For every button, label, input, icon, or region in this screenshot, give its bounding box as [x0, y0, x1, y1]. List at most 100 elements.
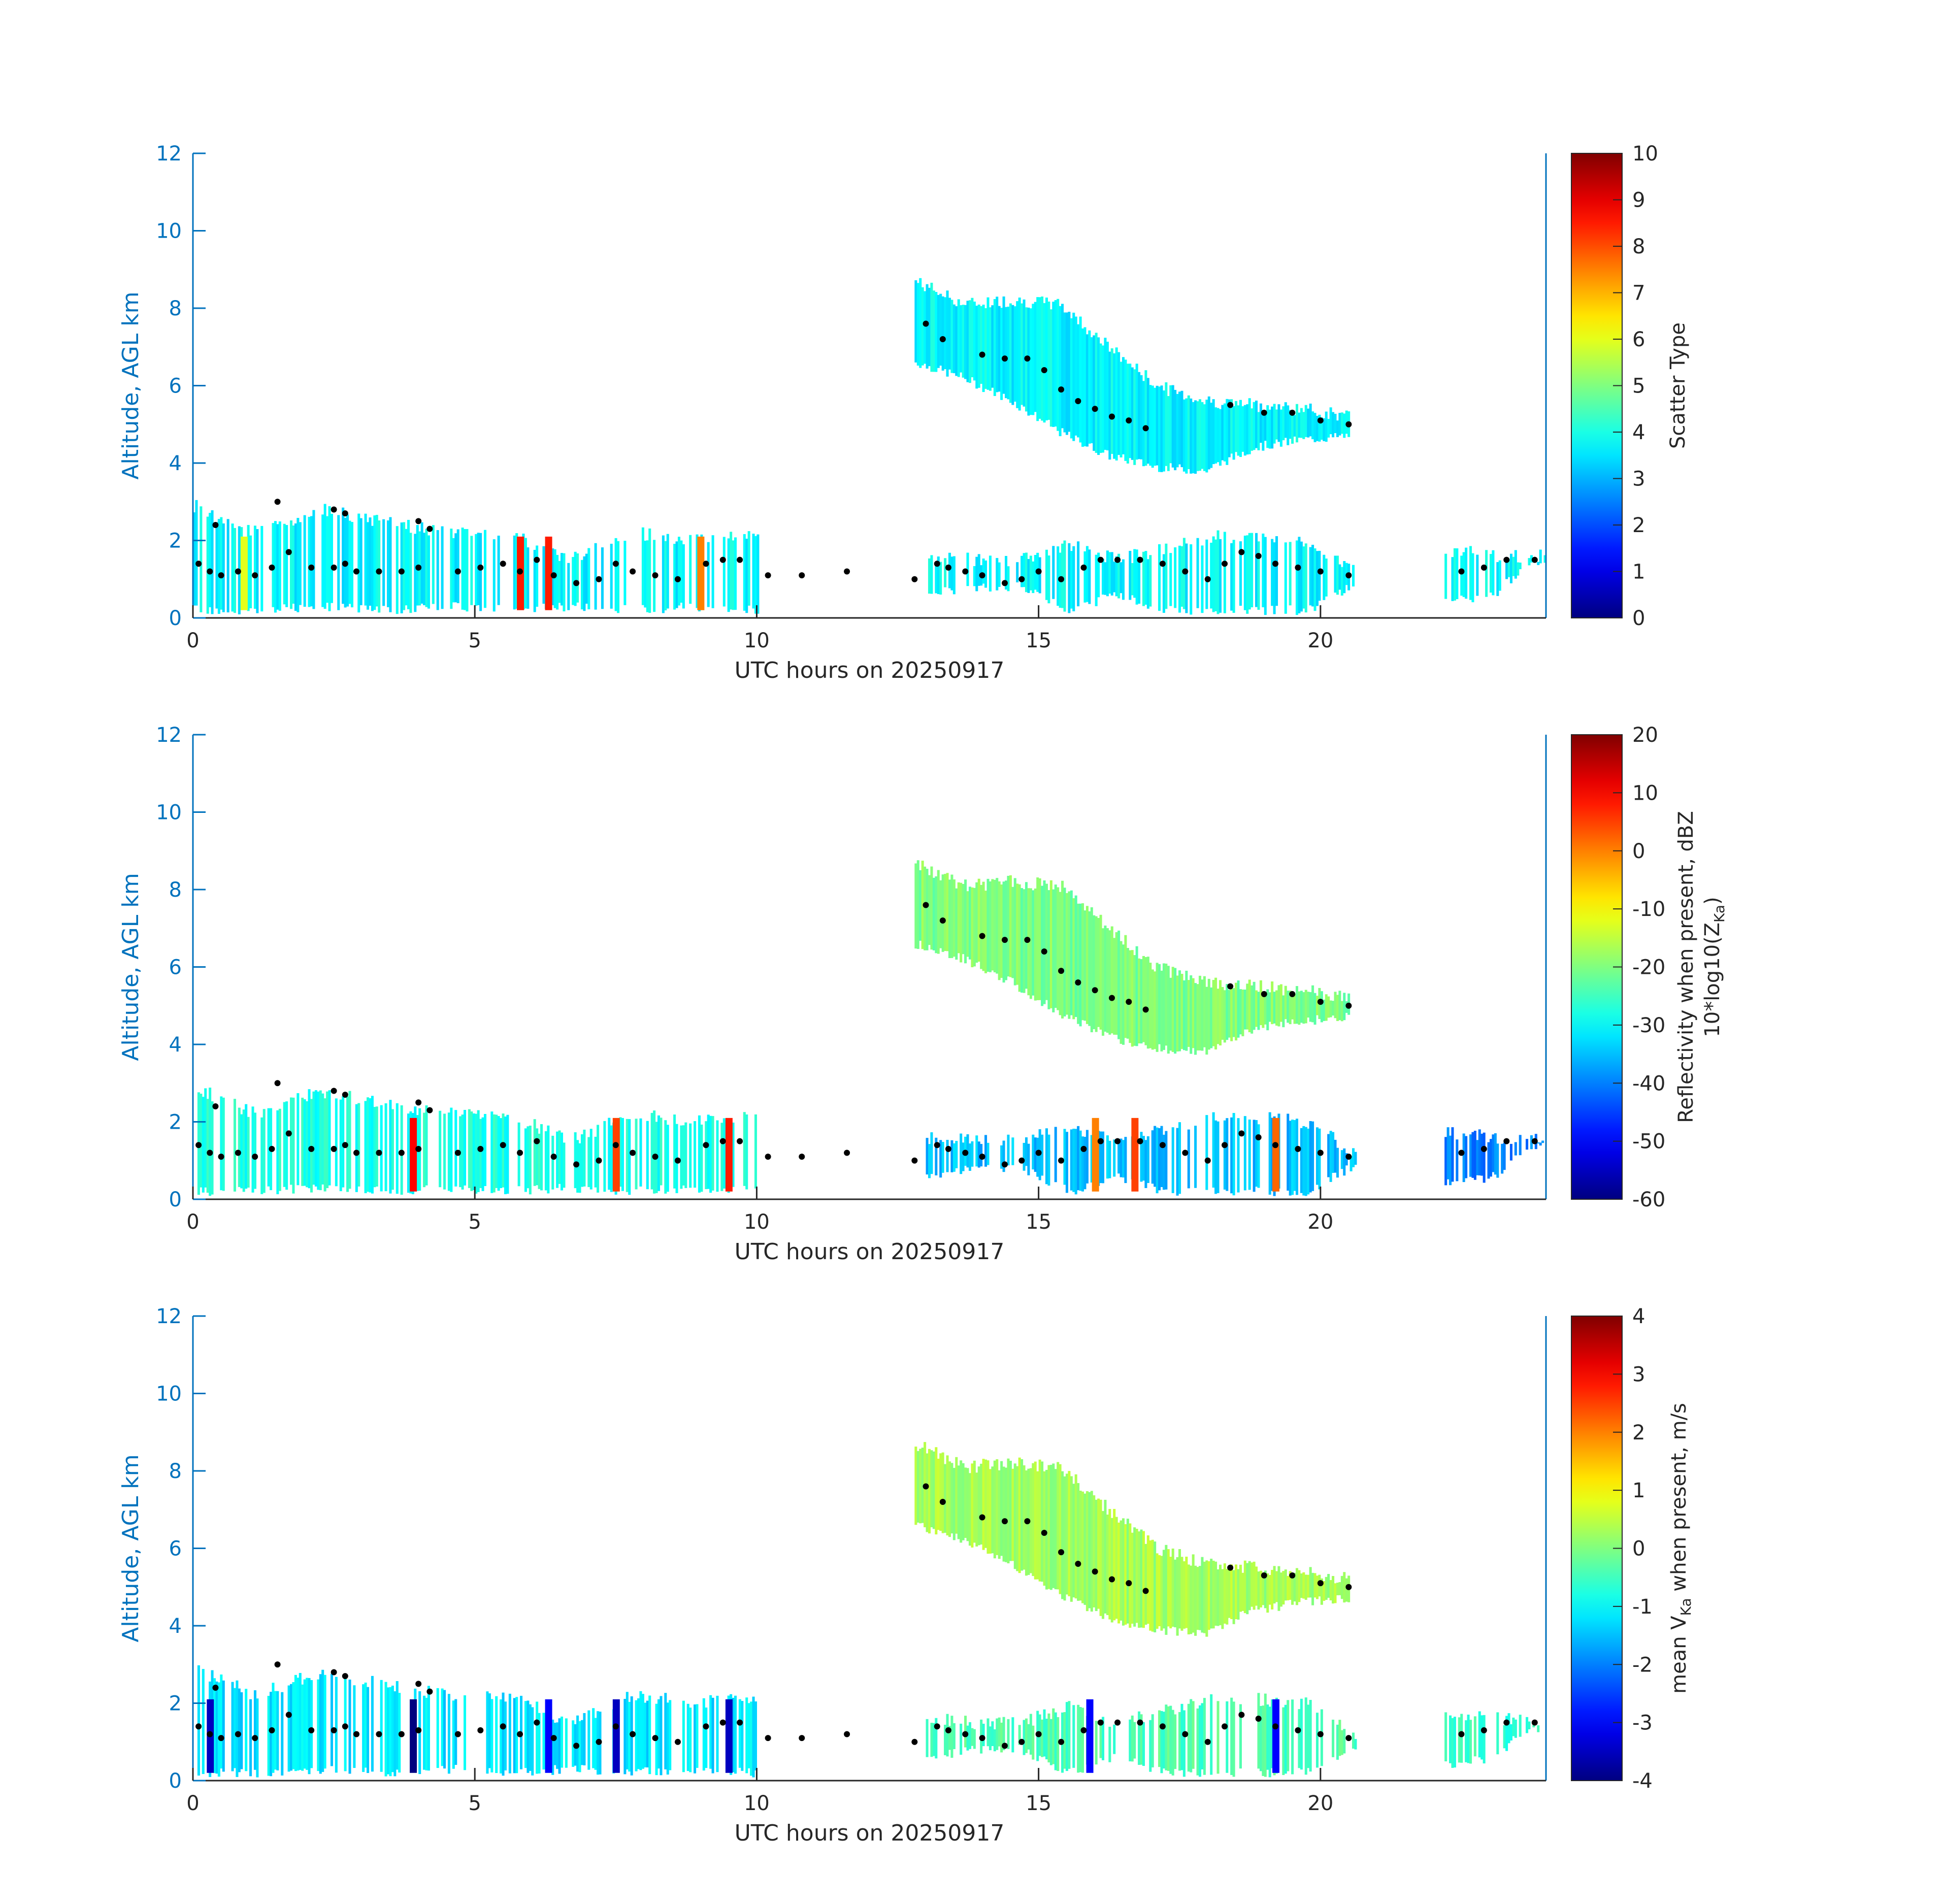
cloud-base-point — [1114, 1138, 1121, 1144]
cloud-column — [957, 1465, 960, 1539]
cloud-column — [986, 297, 990, 390]
cloud-column — [1178, 1122, 1181, 1194]
cloud-column — [1126, 364, 1129, 464]
cloud-column — [1192, 1701, 1195, 1769]
cloud-column — [1162, 963, 1165, 1050]
cloud-column — [1537, 1725, 1540, 1732]
cloud-column — [1043, 880, 1046, 1004]
cloud-column — [580, 1134, 584, 1187]
cloud-base-point — [1222, 1142, 1228, 1148]
cloud-base-point — [1092, 406, 1098, 412]
cloud-column — [946, 1139, 949, 1172]
cloud-column — [971, 1728, 974, 1746]
cloud-column — [312, 1091, 315, 1185]
cloud-column — [1528, 558, 1531, 566]
cloud-column — [209, 1088, 212, 1196]
cloud-base-point — [1458, 568, 1465, 575]
cloud-column — [1065, 1473, 1068, 1595]
cloud-column — [321, 1093, 324, 1185]
cloud-base-point — [218, 1735, 224, 1742]
cloud-column — [461, 528, 464, 610]
cloud-column — [1237, 405, 1240, 456]
cloud-column — [1074, 316, 1077, 436]
cloud-column — [644, 540, 647, 608]
cloud-column — [977, 1141, 980, 1168]
cloud-column — [1049, 309, 1052, 427]
cloud-column — [367, 1687, 370, 1774]
cloud-column — [1196, 1567, 1199, 1630]
cloud-column — [407, 1113, 410, 1193]
cloud-column — [1503, 1142, 1506, 1170]
cloud-column — [1257, 541, 1260, 610]
cloud-base-point — [674, 576, 681, 582]
cloud-column — [937, 294, 940, 368]
cloud-column — [1264, 412, 1267, 441]
cloud-column — [1077, 1704, 1080, 1773]
cloud-column — [1352, 1148, 1355, 1167]
cloud-column — [993, 879, 996, 973]
cloud-column — [968, 1722, 971, 1749]
cloud-column — [475, 1113, 478, 1194]
cloud-base-point — [1080, 1727, 1087, 1733]
cloud-base-point — [376, 1150, 382, 1156]
cloud-column — [211, 1101, 214, 1195]
cloud-column — [1277, 1566, 1280, 1611]
cloud-column — [294, 523, 297, 611]
cloud-column — [745, 1114, 748, 1190]
cloud-column — [1156, 1127, 1159, 1194]
cloud-column — [1483, 1132, 1486, 1183]
cloud-column — [574, 551, 577, 606]
cloud-column — [1262, 1705, 1265, 1776]
cloud-column — [326, 516, 329, 603]
cloud-column — [1036, 297, 1039, 421]
cloud-column — [1456, 1139, 1459, 1181]
cloud-column — [306, 1678, 309, 1770]
cloud-column — [1201, 1703, 1204, 1769]
cloud-column — [492, 1114, 496, 1193]
cloud-column — [1279, 409, 1282, 447]
cloud-base-markers — [195, 320, 1538, 586]
cloud-column — [1289, 1571, 1292, 1600]
cloud-column — [1273, 1566, 1276, 1604]
cloud-column — [1275, 409, 1278, 440]
cloud-column — [1203, 1698, 1206, 1775]
cloud-base-point — [1137, 556, 1143, 563]
cloud-column — [962, 884, 965, 955]
cloud-column — [646, 1121, 649, 1190]
cloud-column — [1489, 554, 1492, 593]
cloud-column — [1449, 1135, 1452, 1186]
cloud-column — [962, 305, 965, 378]
x-tick-label: 20 — [1307, 1210, 1333, 1234]
cloud-column — [935, 562, 938, 594]
cloud-column — [1041, 1134, 1044, 1176]
cloud-column — [1300, 408, 1303, 438]
cloud-column — [1068, 891, 1071, 1019]
cloud-base-point — [308, 1145, 315, 1152]
cloud-column — [1144, 1140, 1147, 1188]
cloud-column — [1309, 403, 1312, 437]
cloud-column — [664, 541, 667, 611]
cloud-column — [727, 538, 730, 612]
cloud-column — [1165, 1704, 1168, 1770]
cloud-column — [1332, 1001, 1335, 1016]
x-tick-label: 0 — [186, 629, 199, 652]
cloud-column — [960, 1723, 963, 1755]
cloud-column — [1519, 563, 1522, 570]
cloud-column — [1007, 307, 1010, 400]
cloud-column — [660, 1118, 663, 1186]
cloud-column — [1259, 980, 1262, 1026]
cloud-column — [1340, 1730, 1343, 1755]
cloud-base-point — [1238, 1712, 1245, 1718]
cloud-column — [1154, 971, 1157, 1049]
cloud-column — [1212, 536, 1215, 612]
cloud-column — [357, 513, 360, 613]
cloud-column — [1002, 881, 1005, 983]
cloud-column — [567, 563, 570, 610]
cloud-column — [1083, 551, 1087, 603]
cloud-base-point — [1035, 568, 1042, 575]
cloud-column — [450, 1107, 453, 1192]
cloud-column — [323, 1098, 326, 1192]
cloud-column — [1315, 1127, 1319, 1185]
cloud-column — [533, 1119, 536, 1186]
cloud-column — [215, 522, 218, 609]
